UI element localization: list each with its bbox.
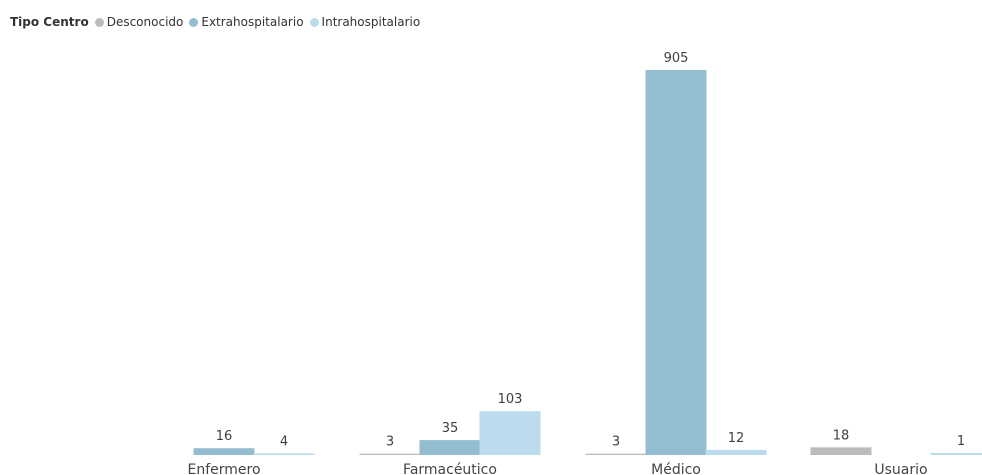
legend-item-desconocido[interactable]: Desconocido <box>94 15 184 29</box>
data-label-enfermero-extrahospitalario: 16 <box>216 429 233 444</box>
data-label-enfermero-intrahospitalario: 4 <box>280 434 288 449</box>
legend-title: Tipo Centro <box>10 15 89 29</box>
legend-dot-desconocido <box>94 17 104 27</box>
bar-usuario-intrahospitalario[interactable] <box>930 453 982 455</box>
legend-dot-extrahospitalario <box>189 17 199 27</box>
data-label-medico-extrahospitalario: 905 <box>664 51 689 66</box>
bar-farmaceutico-desconocido[interactable] <box>359 453 421 455</box>
data-label-usuario-intrahospitalario: 1 <box>957 434 965 449</box>
bar-medico-intrahospitalario[interactable] <box>705 449 767 455</box>
data-label-usuario-desconocido: 18 <box>833 428 850 443</box>
legend-item-intrahospitalario[interactable]: Intrahospitalario <box>309 15 421 29</box>
data-label-farmaceutico-intrahospitalario: 103 <box>498 392 523 407</box>
legend-label-desconocido: Desconocido <box>106 15 184 29</box>
bar-farmaceutico-extrahospitalario[interactable] <box>419 440 481 455</box>
data-label-farmaceutico-extrahospitalario: 35 <box>442 421 459 436</box>
data-label-medico-desconocido: 3 <box>612 435 620 450</box>
legend-item-extrahospitalario[interactable]: Extrahospitalario <box>189 15 304 29</box>
data-label-farmaceutico-desconocido: 3 <box>386 435 394 450</box>
bar-farmaceutico-intrahospitalario[interactable] <box>479 411 541 455</box>
bar-enfermero-extrahospitalario[interactable] <box>193 448 255 455</box>
legend-dot-intrahospitalario <box>309 17 319 27</box>
x-tick-label-medico: Médico <box>651 462 701 475</box>
bar-enfermero-intrahospitalario[interactable] <box>253 453 315 455</box>
x-tick-label-enfermero: Enfermero <box>187 462 260 475</box>
x-tick-label-farmaceutico: Farmacéutico <box>403 462 497 475</box>
legend-label-extrahospitalario: Extrahospitalario <box>201 15 304 29</box>
bar-medico-desconocido[interactable] <box>585 453 647 455</box>
bar-medico-extrahospitalario[interactable] <box>645 70 707 455</box>
x-tick-label-usuario: Usuario <box>874 462 927 475</box>
legend-label-intrahospitalario: Intrahospitalario <box>321 15 421 29</box>
data-label-medico-intrahospitalario: 12 <box>728 431 745 446</box>
bar-usuario-desconocido[interactable] <box>810 447 872 455</box>
legend: Tipo Centro Desconocido Extrahospitalari… <box>10 13 426 31</box>
